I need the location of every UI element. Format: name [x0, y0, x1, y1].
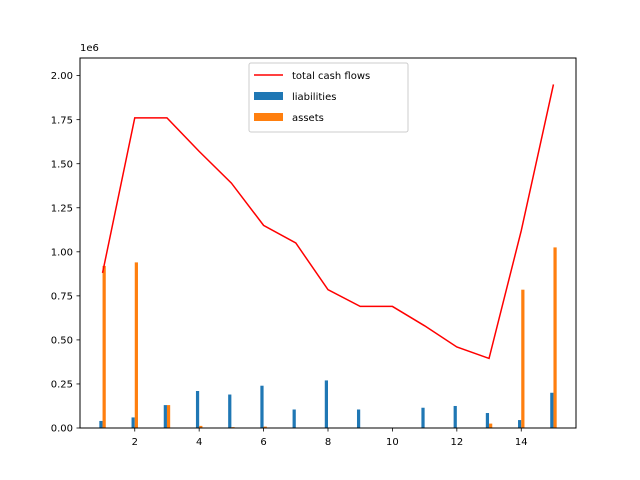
bar-liabilities-14: [518, 420, 522, 428]
bar-liabilities-11: [421, 407, 425, 428]
y-tick-label: 0.25: [51, 380, 73, 391]
legend-swatch-liabilities: [254, 92, 283, 100]
x-axis: 2 4 6 8 10 12 14: [132, 428, 528, 448]
bar-liabilities-7: [292, 409, 296, 428]
y-tick-label: 1.75: [51, 115, 73, 126]
bar-assets-1: [102, 265, 106, 428]
y-offset-label: 1e6: [80, 43, 99, 54]
bar-assets-13: [489, 423, 493, 428]
bar-assets-15: [553, 247, 557, 428]
bar-liabilities-3: [163, 405, 167, 428]
y-tick-label: 0.00: [51, 424, 73, 435]
x-tick-label: 8: [325, 437, 331, 448]
bar-liabilities-12: [453, 405, 457, 428]
bar-liabilities-6: [260, 385, 264, 428]
bar-liabilities-5: [228, 394, 232, 428]
y-tick-label: 1.50: [51, 159, 73, 170]
bar-liabilities-4: [195, 391, 200, 428]
legend-label-assets: assets: [292, 113, 324, 124]
bar-liabilities-9: [356, 409, 361, 428]
y-tick-label: 1.25: [51, 203, 73, 214]
legend-label-total-cash-flows: total cash flows: [292, 71, 370, 82]
x-tick-label: 12: [450, 437, 463, 448]
x-tick-label: 2: [132, 437, 138, 448]
y-tick-label: 0.50: [51, 336, 73, 347]
line-total-cash-flows: [101, 84, 555, 360]
y-tick-label: 1.00: [51, 247, 73, 258]
bar-liabilities-1: [99, 420, 103, 428]
bar-liabilities-13: [485, 413, 490, 428]
bar-liabilities-15: [550, 392, 554, 428]
bar-liabilities-2: [131, 417, 135, 428]
bars-layer: [99, 247, 557, 428]
legend-box: [248, 62, 409, 133]
bar-liabilities-8: [324, 380, 328, 428]
x-tick-label: 14: [515, 437, 528, 448]
bar-assets-6: [263, 426, 267, 428]
legend-label-liabilities: liabilities: [292, 92, 336, 103]
bar-assets-3: [166, 405, 171, 428]
bar-assets-4: [199, 425, 203, 428]
y-axis: 0.00 0.25 0.50 0.75 1.00 1.25 1.50 1.75 2.00: [51, 71, 80, 435]
bar-assets-2: [134, 262, 138, 428]
bar-assets-14: [521, 289, 525, 428]
x-tick-label: 10: [386, 437, 399, 448]
x-tick-label: 4: [196, 437, 202, 448]
x-tick-label: 6: [260, 437, 266, 448]
y-tick-label: 2.00: [51, 71, 73, 82]
legend-swatch-assets: [254, 113, 283, 121]
lines-layer: [101, 84, 555, 360]
y-tick-label: 0.75: [51, 291, 73, 302]
legend: total cash flows liabilities assets: [248, 62, 409, 133]
